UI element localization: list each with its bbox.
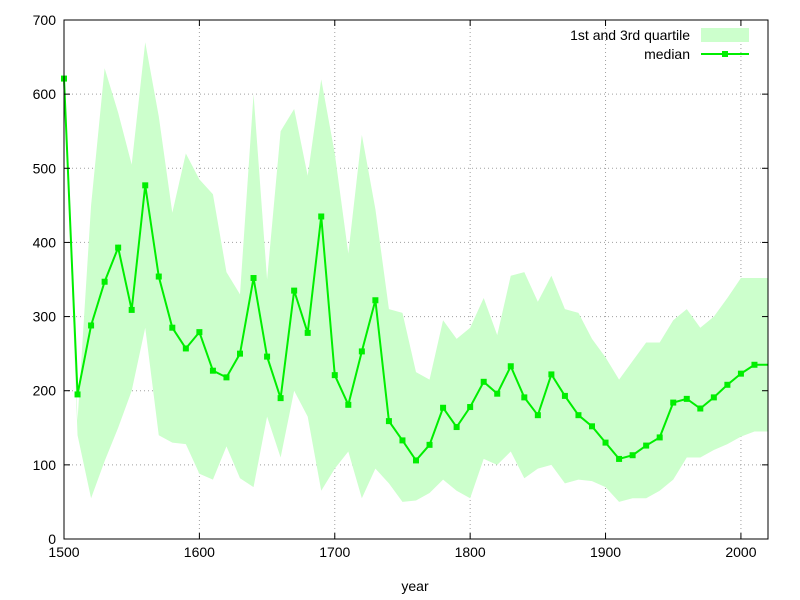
- median-point: [169, 324, 176, 331]
- legend-label-quartile: 1st and 3rd quartile: [570, 27, 690, 43]
- y-tick-label: 500: [33, 160, 57, 176]
- median-point: [737, 370, 744, 377]
- x-tick-label: 1800: [455, 544, 486, 560]
- median-point: [670, 399, 677, 406]
- median-point: [643, 442, 650, 449]
- x-tick-label: 1900: [590, 544, 621, 560]
- median-point: [602, 439, 609, 446]
- median-point: [629, 452, 636, 459]
- median-point: [196, 329, 203, 336]
- median-point: [74, 391, 81, 398]
- axes: [63, 19, 769, 540]
- y-tick-label: 300: [33, 309, 57, 325]
- median-point: [575, 412, 582, 419]
- y-tick-label: 600: [33, 86, 57, 102]
- median-point: [494, 390, 501, 397]
- y-tick-label: 400: [33, 234, 57, 250]
- median-point: [155, 273, 162, 280]
- median-point: [209, 367, 216, 374]
- median-point: [656, 434, 663, 441]
- median-point: [751, 361, 758, 368]
- median-point: [345, 401, 352, 408]
- legend-swatch-quartile: [701, 28, 749, 42]
- median-point: [561, 392, 568, 399]
- median-point: [277, 395, 284, 402]
- x-tick-label: 2000: [725, 544, 756, 560]
- median-point: [182, 345, 189, 352]
- median-point: [683, 395, 690, 402]
- median-point: [521, 394, 528, 401]
- median-point: [453, 424, 460, 431]
- median-point: [589, 423, 595, 430]
- median-point: [480, 378, 487, 385]
- y-tick-label: 0: [48, 531, 56, 547]
- median-point: [331, 372, 338, 379]
- median-point: [304, 329, 311, 336]
- median-point: [548, 371, 555, 378]
- y-tick-label: 700: [33, 12, 57, 28]
- median-point: [250, 275, 257, 282]
- x-tick-label: 1600: [184, 544, 215, 560]
- median-point: [616, 455, 623, 462]
- x-tick-label: 1700: [319, 544, 350, 560]
- quartile-band: [64, 42, 768, 502]
- median-point: [318, 213, 325, 220]
- median-point: [413, 457, 419, 464]
- median-point: [440, 404, 447, 411]
- tick-labels: 0 100 200 300 400 500 600 700 1500 1600 1700 1800 19…: [33, 12, 757, 560]
- median-point: [264, 353, 271, 360]
- legend: 1st and 3rd quartile median: [570, 27, 749, 62]
- median-point: [128, 306, 135, 313]
- median-point: [534, 412, 541, 419]
- median-point: [372, 297, 379, 304]
- median-point: [724, 381, 731, 388]
- median-point: [358, 348, 365, 355]
- legend-label-median: median: [644, 46, 690, 62]
- median-point: [507, 363, 514, 370]
- median-point: [291, 287, 298, 294]
- median-point: [88, 322, 95, 329]
- quartile-band-layer: [64, 42, 768, 502]
- median-point: [115, 244, 122, 251]
- median-point: [399, 437, 406, 444]
- median-point: [237, 350, 243, 357]
- median-point: [385, 418, 392, 425]
- median-point: [142, 182, 149, 189]
- median-point: [710, 394, 717, 401]
- median-point: [426, 441, 433, 448]
- plot-frame: [63, 19, 769, 540]
- y-tick-label: 100: [33, 457, 57, 473]
- median-point: [467, 404, 474, 411]
- median-series-layer: [61, 75, 768, 464]
- median-point: [697, 405, 704, 412]
- x-axis-label: year: [401, 578, 429, 594]
- median-point: [101, 278, 108, 285]
- x-tick-label: 1500: [48, 544, 79, 560]
- legend-marker-median: [722, 51, 728, 57]
- median-point: [223, 374, 230, 381]
- y-tick-label: 200: [33, 383, 57, 399]
